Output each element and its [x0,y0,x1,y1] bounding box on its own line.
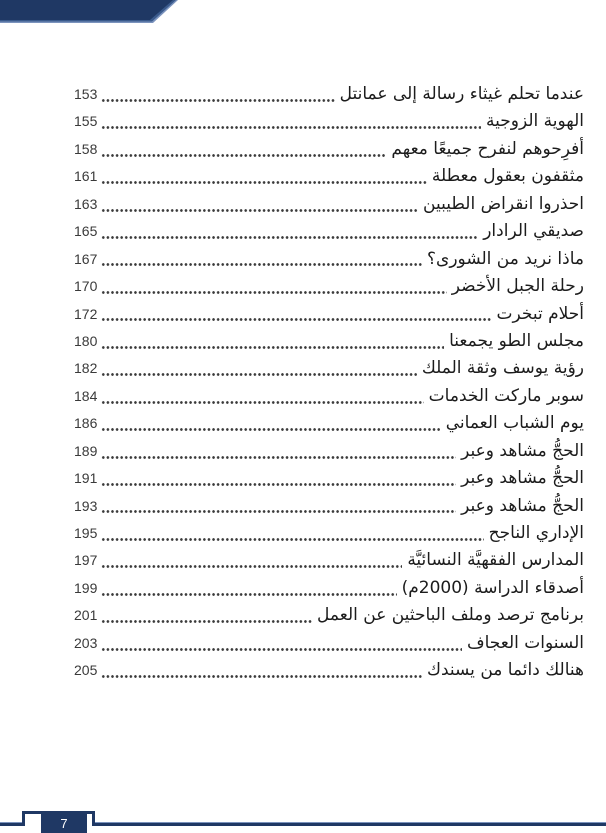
toc-row: احذروا انقراض الطيبين 163 [74,190,584,219]
toc-dot-leader [101,492,457,520]
toc-dot-leader [101,218,479,246]
toc-row: هنالك دائما من يسندك 205 [74,657,584,685]
toc-entry-page-number: 186 [74,415,98,432]
toc-entry-page-number: 161 [74,168,98,185]
toc-entry-title: هنالك دائما من يسندك [426,660,584,681]
toc-dot-leader [101,410,441,438]
toc-row: صديقي الرادار 165 [74,218,584,246]
toc-entry-title: احذروا انقراض الطيبين [423,193,584,214]
toc-entry-title: أصدقاء الدراسة (2000م) [401,577,584,598]
toc-dot-leader [101,245,422,274]
toc-entry-title: رحلة الجبل الأخضر [451,276,584,297]
toc-dot-leader [101,437,457,466]
footer-page-number: 7 [60,816,68,831]
toc-dot-leader [101,520,484,548]
toc-entry-title: برنامج ترصد وملف الباحثين عن العمل [317,605,584,626]
toc-entry-page-number: 180 [74,332,98,349]
toc-dot-leader [101,382,424,411]
corner-banner-shape [0,0,178,23]
toc-row: الإداري الناجح 195 [74,520,584,548]
toc-row: رحلة الجبل الأخضر 170 [74,273,584,301]
toc-row: الهوية الزوجية 155 [74,108,584,136]
toc-entry-title: الحجُّ مشاهد وعبر [461,495,584,516]
footer-rule-left [0,822,22,826]
toc-entry-page-number: 201 [74,607,98,624]
toc-entry-title: رؤية يوسف وثقة الملك [421,358,584,379]
toc-dot-leader [101,355,417,383]
toc-entry-page-number: 197 [74,552,98,569]
toc-dot-leader [101,300,492,328]
toc-entry-page-number: 153 [74,86,98,102]
toc-entry-page-number: 163 [74,195,98,212]
toc-entry-title: عندما تحلم غيثاء رسالة إلى عمانتل [339,84,584,104]
toc-list: عندما تحلم غيثاء رسالة إلى عمانتل 153 ال… [74,81,584,685]
toc-entry-page-number: 205 [74,662,98,679]
toc-entry-title: الهوية الزوجية [485,111,584,132]
toc-dot-leader [101,629,462,658]
toc-row: الحجُّ مشاهد وعبر 189 [74,437,584,466]
toc-row: السنوات العجاف 203 [74,629,584,658]
toc-dot-leader [101,190,418,219]
toc-entry-page-number: 184 [74,387,98,404]
toc-row: برنامج ترصد وملف الباحثين عن العمل 201 [74,602,584,630]
toc-row: مجلس الطو يجمعنا 180 [74,327,584,356]
toc-entry-page-number: 167 [74,250,98,267]
toc-entry-title: أحلام تبخرت [496,303,584,324]
toc-row: يوم الشباب العماني 186 [74,410,584,438]
toc-dot-leader [101,108,481,136]
toc-entry-title: صديقي الرادار [483,221,584,242]
toc-entry-title: مجلس الطو يجمعنا [449,330,584,351]
toc-row: أصدقاء الدراسة (2000م) 199 [74,574,584,603]
toc-row: مثقفون بعقول معطلة 161 [74,163,584,191]
toc-entry-page-number: 158 [74,140,98,157]
toc-entry-title: ماذا نريد من الشورى؟ [427,248,584,269]
toc-entry-title: السنوات العجاف [467,632,584,653]
toc-entry-page-number: 189 [74,442,98,459]
toc-row: المدارس الفقهيَّة النسائيَّة 197 [74,547,584,575]
toc-entry-page-number: 165 [74,223,98,240]
toc-dot-leader [101,163,427,191]
toc-entry-page-number: 155 [74,113,98,130]
toc-entry-page-number: 193 [74,497,98,514]
toc-row: الحجُّ مشاهد وعبر 193 [74,492,584,520]
footer-page-number-box: 7 [41,814,87,833]
toc-entry-title: يوم الشباب العماني [445,413,584,434]
toc-entry-page-number: 195 [74,525,98,541]
toc-dot-leader [101,327,445,356]
toc-dot-leader [101,81,335,109]
toc-dot-leader [101,135,387,164]
toc-entry-page-number: 203 [74,634,98,651]
toc-row: أحلام تبخرت 172 [74,300,584,328]
toc-entry-page-number: 170 [74,278,98,295]
toc-row: الحجُّ مشاهد وعبر 191 [74,465,584,493]
toc-dot-leader [101,602,313,630]
toc-dot-leader [101,465,457,493]
toc-entry-page-number: 191 [74,470,98,487]
toc-entry-page-number: 182 [74,360,98,377]
toc-entry-title: الحجُّ مشاهد وعبر [461,468,584,489]
toc-row: رؤية يوسف وثقة الملك 182 [74,355,584,383]
toc-entry-page-number: 172 [74,305,98,322]
toc-entry-page-number: 199 [74,579,98,596]
toc-entry-title: مثقفون بعقول معطلة [431,166,584,187]
toc-dot-leader [101,273,447,301]
toc-row: سوبر ماركت الخدمات 184 [74,382,584,411]
toc-dot-leader [101,657,422,685]
toc-dot-leader [101,574,397,603]
toc-entry-title: الحجُّ مشاهد وعبر [461,440,584,461]
toc-row: ماذا نريد من الشورى؟ 167 [74,245,584,274]
toc-row: عندما تحلم غيثاء رسالة إلى عمانتل 153 [74,81,584,109]
toc-entry-title: أفرِحوهم لنفرح جميعًا معهم [391,138,584,159]
toc-entry-title: الإداري الناجح [488,523,584,543]
toc-entry-title: سوبر ماركت الخدمات [428,385,584,406]
footer-rule-right [95,822,606,826]
toc-entry-title: المدارس الفقهيَّة النسائيَّة [407,550,584,571]
toc-dot-leader [101,547,403,575]
toc-row: أفرِحوهم لنفرح جميعًا معهم 158 [74,135,584,164]
